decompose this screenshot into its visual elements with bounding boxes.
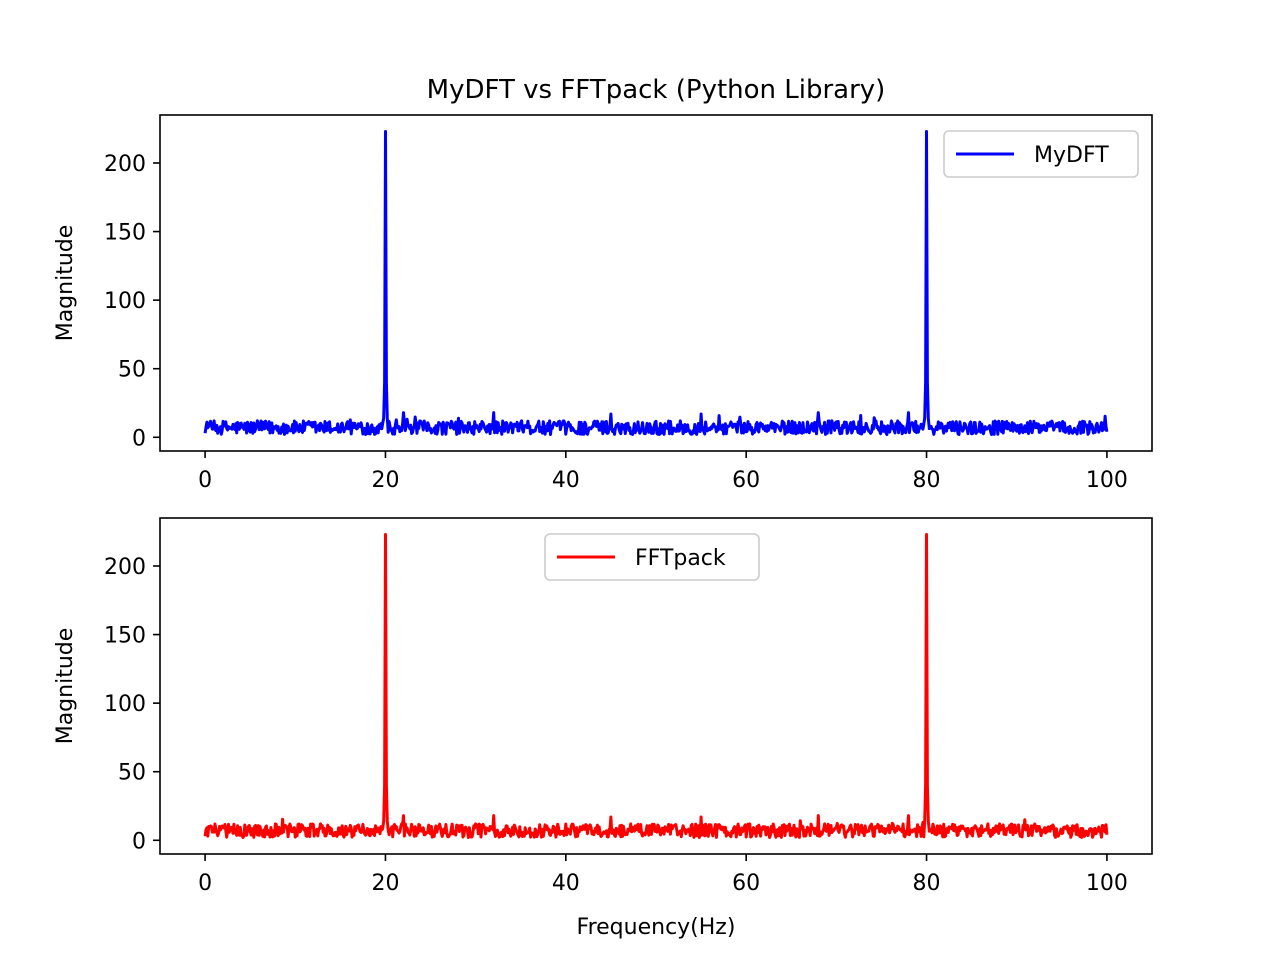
subplot-2: 0 20 40 60 80 100 0 50 100 150 200 Magnitude Frequen… — [53, 517, 1153, 940]
y-tick-label: 200 — [104, 152, 146, 177]
x-axis-label: Frequency(Hz) — [577, 915, 736, 940]
y-tick-label: 50 — [118, 761, 146, 786]
x-tick-label: 80 — [913, 871, 941, 896]
x-tick-label: 0 — [198, 468, 212, 493]
y-tick-label: 150 — [104, 221, 146, 246]
plot-frame — [159, 114, 1153, 452]
series-line-fftpack — [203, 533, 1109, 839]
x-tick-label: 40 — [552, 871, 580, 896]
series-line-mydft — [203, 130, 1109, 436]
legend: FFTpack — [544, 533, 760, 581]
x-tick-label: 60 — [732, 871, 760, 896]
legend-box — [943, 130, 1139, 178]
legend: MyDFT — [943, 130, 1139, 178]
x-tick-label: 80 — [913, 468, 941, 493]
x-tick-label: 0 — [198, 871, 212, 896]
x-tick-label: 40 — [552, 468, 580, 493]
subplot-1: 0 20 40 60 80 100 0 50 100 150 200 Magnitude MyDFT — [53, 114, 1153, 493]
y-tick-label: 0 — [132, 426, 146, 451]
legend-label: MyDFT — [1034, 143, 1109, 168]
y-tick-label: 200 — [104, 555, 146, 580]
x-tick-label: 60 — [732, 468, 760, 493]
x-tick-label: 20 — [371, 871, 399, 896]
legend-label: FFTpack — [635, 546, 726, 571]
y-tick-label: 150 — [104, 624, 146, 649]
legend-box — [544, 533, 760, 581]
y-axis-label: Magnitude — [53, 628, 78, 745]
figure-title: MyDFT vs FFTpack (Python Library) — [427, 75, 886, 105]
x-tick-label: 20 — [371, 468, 399, 493]
y-tick-label: 100 — [104, 692, 146, 717]
x-tick-label: 100 — [1086, 871, 1128, 896]
plot-frame — [159, 517, 1153, 855]
y-tick-label: 100 — [104, 289, 146, 314]
y-axis-label: Magnitude — [53, 225, 78, 342]
y-tick-label: 0 — [132, 829, 146, 854]
y-tick-label: 50 — [118, 358, 146, 383]
x-tick-label: 100 — [1086, 468, 1128, 493]
